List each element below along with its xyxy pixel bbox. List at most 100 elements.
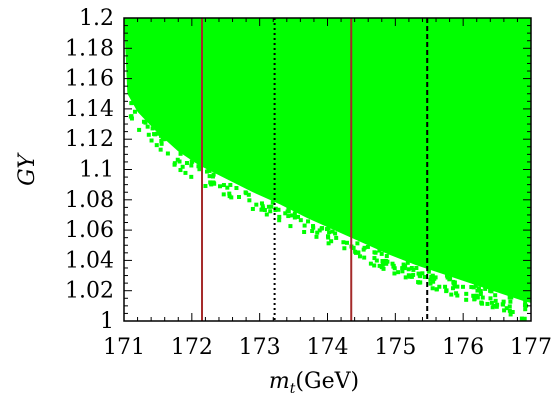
y-tick-label: 1.04 bbox=[65, 248, 114, 273]
scatter-point bbox=[428, 281, 433, 286]
scatter-point bbox=[434, 287, 439, 292]
scatter-point bbox=[501, 302, 506, 307]
scatter-point bbox=[478, 292, 483, 297]
scatter-point bbox=[455, 284, 460, 289]
scatter-point bbox=[221, 192, 226, 197]
scatter-point bbox=[519, 316, 524, 321]
scatter-point bbox=[357, 254, 362, 259]
scatter-point bbox=[211, 180, 216, 185]
y-tick-label: 1 bbox=[100, 309, 114, 334]
scatter-point bbox=[302, 230, 307, 235]
scatter-point bbox=[504, 306, 509, 311]
scatter-point bbox=[246, 192, 251, 197]
scatter-point bbox=[149, 138, 154, 143]
scatter-point bbox=[292, 211, 297, 216]
scatter-point bbox=[183, 170, 188, 175]
scatter-point bbox=[154, 143, 159, 148]
scatter-point bbox=[237, 195, 242, 200]
scatter-point bbox=[264, 212, 269, 217]
scatter-point bbox=[324, 227, 329, 232]
scatter-point bbox=[150, 126, 155, 131]
scatter-point bbox=[342, 246, 347, 251]
scatter-point bbox=[405, 260, 410, 265]
scatter-point bbox=[225, 185, 230, 190]
scatter-point bbox=[327, 230, 332, 235]
scatter-point bbox=[479, 300, 484, 305]
scatter-point bbox=[286, 206, 291, 211]
scatter-point bbox=[353, 250, 358, 255]
scatter-point bbox=[451, 281, 456, 286]
x-axis-label: mt(GeV) bbox=[269, 369, 359, 397]
scatter-point bbox=[411, 272, 416, 277]
scatter-point bbox=[266, 204, 271, 209]
scatter-point bbox=[501, 299, 506, 304]
scatter-point bbox=[283, 211, 288, 216]
scatter-point bbox=[158, 147, 163, 152]
scatter-point bbox=[344, 240, 349, 245]
y-tick-label: 1.18 bbox=[65, 36, 114, 61]
scatter-point bbox=[488, 288, 493, 293]
scatter-point bbox=[471, 293, 476, 298]
scatter-point bbox=[254, 202, 259, 207]
scatter-point bbox=[129, 101, 134, 106]
scatter-point bbox=[218, 184, 223, 189]
scatter-point bbox=[211, 172, 216, 177]
scatter-point bbox=[132, 109, 137, 114]
scatter-point bbox=[129, 114, 134, 119]
scatter-point bbox=[403, 275, 408, 280]
scatter-point bbox=[146, 132, 151, 137]
scatter-point bbox=[523, 307, 528, 312]
scatter-point bbox=[452, 284, 457, 289]
scatter-point bbox=[455, 293, 460, 298]
scatter-point bbox=[507, 308, 512, 313]
scatter-point bbox=[362, 245, 367, 250]
scatter-point bbox=[429, 274, 434, 279]
scatter-point bbox=[129, 116, 134, 121]
scatter-point bbox=[494, 304, 499, 309]
scatter-point bbox=[377, 263, 382, 268]
scatter-point bbox=[495, 302, 500, 307]
scatter-point bbox=[510, 310, 515, 315]
scatter-point bbox=[244, 191, 249, 196]
x-tick-label: 175 bbox=[374, 335, 416, 360]
scatter-point bbox=[379, 265, 384, 270]
y-tick-label: 1.1 bbox=[79, 158, 114, 183]
scatter-point bbox=[492, 303, 497, 308]
scatter-point bbox=[333, 231, 338, 236]
scatter-point bbox=[478, 289, 483, 294]
scatter-point bbox=[289, 213, 294, 218]
scatter-point bbox=[178, 168, 183, 173]
scatter-point bbox=[507, 295, 512, 300]
scatter-point bbox=[155, 131, 160, 136]
scatter-point bbox=[372, 263, 377, 268]
scatter-point bbox=[403, 264, 408, 269]
scatter-point bbox=[175, 157, 180, 162]
scatter-point bbox=[247, 198, 252, 203]
scatter-point bbox=[377, 248, 382, 253]
scatter-point bbox=[158, 133, 163, 138]
scatter-point bbox=[522, 316, 527, 321]
plot-area bbox=[123, 17, 532, 322]
scatter-point bbox=[437, 284, 442, 289]
scatter-point bbox=[317, 228, 322, 233]
scatter-point bbox=[276, 207, 281, 212]
scatter-point bbox=[443, 284, 448, 289]
scatter-point bbox=[306, 219, 311, 224]
scatter-point bbox=[286, 209, 291, 214]
scatter-point bbox=[406, 267, 411, 272]
scatter-point bbox=[277, 214, 282, 219]
scatter-point bbox=[180, 164, 185, 169]
scatter-point bbox=[396, 270, 401, 275]
scatter-point bbox=[383, 258, 388, 263]
scatter-point bbox=[198, 165, 203, 170]
scatter-point bbox=[298, 218, 303, 223]
scatter-point bbox=[379, 251, 384, 256]
scatter-point bbox=[288, 224, 293, 229]
y-tick-label: 1.08 bbox=[65, 188, 114, 213]
scatter-point bbox=[471, 285, 476, 290]
scatter-point bbox=[384, 261, 389, 266]
scatter-point bbox=[523, 300, 528, 305]
scatter-point bbox=[292, 215, 297, 220]
scatter-point bbox=[159, 141, 164, 146]
scatter-point bbox=[374, 258, 379, 263]
